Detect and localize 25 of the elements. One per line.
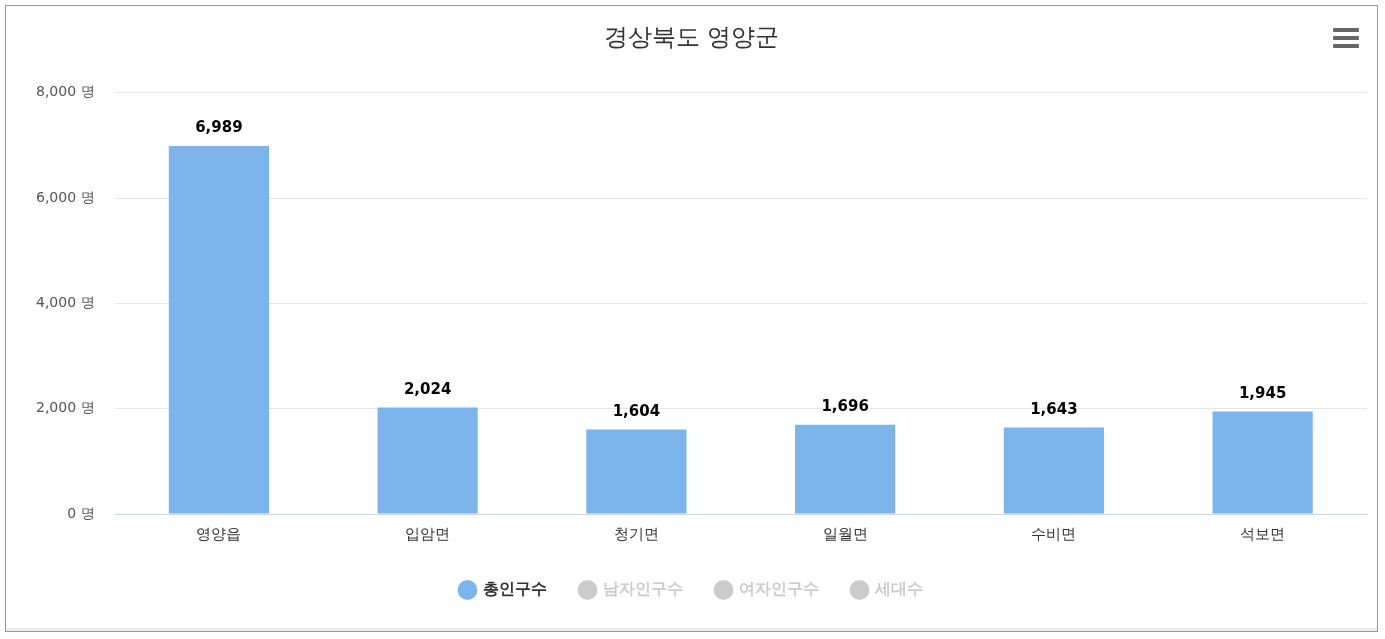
x-tick-label: 석보면 bbox=[1240, 524, 1286, 543]
legend-label: 총인구수 bbox=[482, 579, 547, 599]
x-tick-label: 영양읍 bbox=[196, 524, 242, 543]
y-tick-label: 0 명 bbox=[67, 504, 95, 521]
bar bbox=[1212, 411, 1313, 514]
data-label: 1,945 bbox=[1238, 383, 1287, 402]
data-label: 1,604 bbox=[612, 401, 661, 420]
data-label: 1,696 bbox=[821, 397, 869, 416]
bar bbox=[1003, 427, 1104, 514]
y-tick-label: 8,000 명 bbox=[36, 83, 95, 100]
bar bbox=[795, 424, 896, 514]
x-tick-label: 입암면 bbox=[405, 524, 451, 543]
data-label: 1,643 bbox=[1030, 399, 1078, 418]
data-label: 6,989 bbox=[195, 118, 243, 137]
y-tick-label: 2,000 명 bbox=[36, 399, 95, 416]
data-label: 2,024 bbox=[403, 379, 452, 398]
bar bbox=[168, 146, 269, 514]
x-tick-label: 수비면 bbox=[1031, 524, 1077, 543]
bar bbox=[377, 407, 478, 514]
y-tick-label: 4,000 명 bbox=[36, 294, 95, 311]
x-tick-label: 일월면 bbox=[822, 524, 868, 543]
chart-title: 경상북도 영양군 bbox=[603, 22, 780, 51]
bar bbox=[586, 429, 687, 514]
y-tick-label: 6,000 명 bbox=[36, 188, 95, 205]
x-tick-label: 청기면 bbox=[613, 524, 659, 543]
